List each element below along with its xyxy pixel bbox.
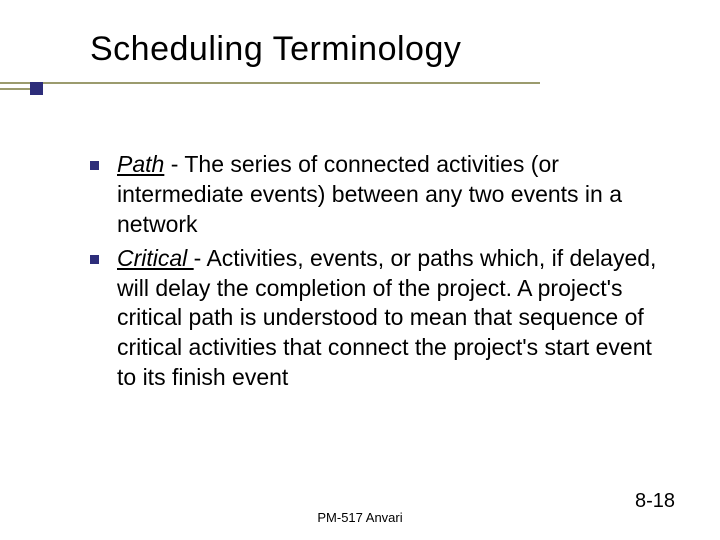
- term: Critical: [117, 245, 194, 271]
- decoration-box: [30, 82, 43, 95]
- decoration-line: [0, 82, 540, 84]
- bullet-item: Path - The series of connected activitie…: [90, 150, 660, 240]
- title-area: Scheduling Terminology: [0, 0, 720, 69]
- term: Path: [117, 151, 164, 177]
- footer-center: PM-517 Anvari: [317, 510, 402, 525]
- bullet-icon: [90, 255, 99, 264]
- slide-title: Scheduling Terminology: [90, 30, 720, 69]
- bullet-text: Path - The series of connected activitie…: [117, 150, 660, 240]
- slide: Scheduling Terminology Path - The series…: [0, 0, 720, 540]
- slide-number: 8-18: [635, 490, 675, 513]
- definition: - The series of connected activities (or…: [117, 151, 622, 237]
- bullet-item: Critical - Activities, events, or paths …: [90, 244, 660, 393]
- definition: - Activities, events, or paths which, if…: [117, 245, 656, 391]
- decoration-line-short: [0, 88, 30, 90]
- bullet-icon: [90, 161, 99, 170]
- content-area: Path - The series of connected activitie…: [90, 150, 660, 397]
- bullet-text: Critical - Activities, events, or paths …: [117, 244, 660, 393]
